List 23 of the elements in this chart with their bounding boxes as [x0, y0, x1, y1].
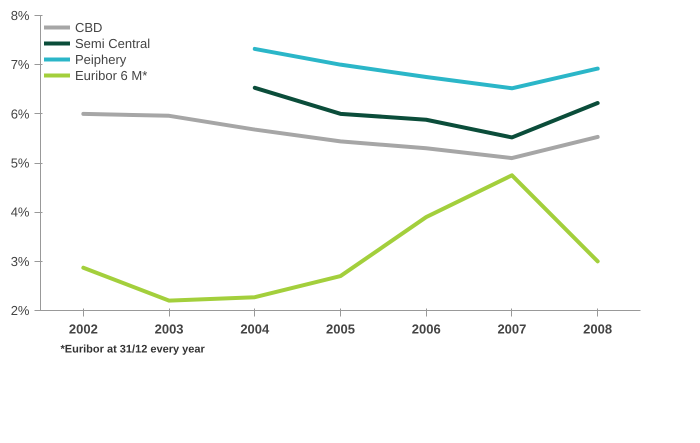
line-series [81, 173, 600, 303]
legend-label: Euribor 6 M* [75, 67, 148, 83]
y-tick-label: 4% [10, 204, 30, 220]
legend-label: Semi Central [75, 35, 150, 51]
y-tick-label: 6% [10, 106, 30, 122]
x-tick-label: 2004 [240, 322, 270, 336]
legend-label: CBD [75, 19, 102, 35]
x-tick-label: 2008 [583, 322, 612, 336]
line-series [81, 112, 600, 160]
x-tick-label: 2002 [68, 322, 98, 336]
x-tick-label: 2006 [412, 322, 441, 336]
x-tick-label: 2005 [326, 322, 355, 336]
line-series [252, 46, 600, 90]
line-series [252, 86, 600, 140]
y-tick-label: 2% [10, 303, 30, 318]
text: *Euribor at 31/12 every year [60, 344, 206, 356]
y-tick-label: 3% [10, 254, 30, 269]
y-tick-label: 8% [10, 8, 30, 23]
y-tick-label: 7% [10, 57, 30, 72]
y-tick-label: 5% [10, 156, 30, 170]
x-tick-label: 2003 [154, 322, 184, 336]
x-tick-label: 2007 [497, 322, 526, 336]
legend-label: Peiphery [75, 51, 126, 67]
